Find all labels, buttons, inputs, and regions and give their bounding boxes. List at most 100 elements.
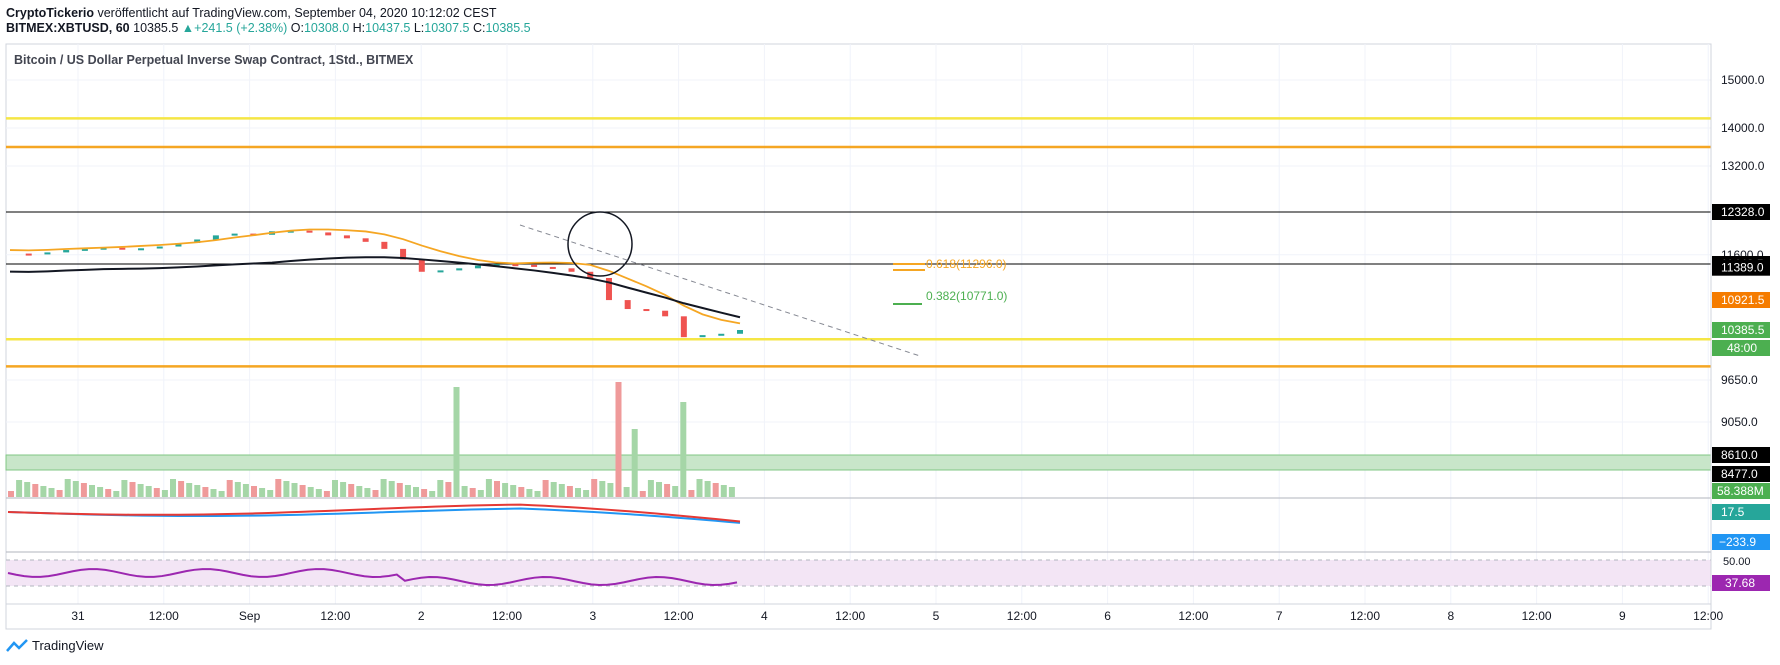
volume-bar: [672, 486, 679, 497]
volume-bar: [421, 489, 428, 497]
volume-bar: [429, 491, 436, 497]
time-axis[interactable]: 31 12:00 Sep 12:00 2 12:00 3 12:00 4 12:00 5 12:00 6…: [6, 603, 1724, 623]
high-label: H:: [352, 21, 366, 35]
countdown-label: 48:00: [1727, 341, 1757, 355]
volume-bar: [372, 490, 379, 497]
volume-bar: [534, 491, 541, 497]
time-tick-label: 12:00: [149, 609, 179, 623]
price-tick-label: 15000.0: [1721, 73, 1765, 87]
volume-bar: [591, 479, 598, 497]
volume-bar: [16, 480, 23, 497]
rsi-pane: 37.68 50.00: [6, 556, 1770, 591]
volume-bar: [40, 486, 47, 497]
macd-signal-badge: [1712, 534, 1770, 550]
volume-bar: [583, 490, 590, 497]
volume-bar: [696, 479, 703, 497]
volume-bar: [307, 487, 314, 497]
price-badge: [1712, 466, 1770, 482]
volume-bar: [202, 487, 209, 497]
time-tick-label: 12:00: [1178, 609, 1208, 623]
horizontal-levels[interactable]: [5, 117, 1712, 471]
candle: [63, 250, 70, 253]
last-price: 10385.5: [133, 21, 179, 35]
time-tick-label: 31: [71, 609, 85, 623]
volume-bar: [453, 387, 460, 497]
volume-bar: [275, 479, 282, 497]
time-tick-label: Sep: [239, 609, 261, 623]
price-tick-label: 9650.0: [1721, 373, 1758, 387]
high-value: 10437.5: [365, 21, 411, 35]
candle: [306, 230, 313, 233]
publish-info: veröffentlicht auf TradingView.com, Sept…: [97, 6, 497, 20]
time-tick-label: 2: [418, 609, 425, 623]
change-arrow-icon: ▲: [181, 21, 195, 35]
signal-line: [7, 503, 741, 523]
volume-bar: [502, 483, 509, 497]
price-badge: [1712, 322, 1770, 338]
volume-bar: [510, 485, 517, 497]
time-tick-label: 12:00: [1522, 609, 1552, 623]
volume-bar: [558, 484, 565, 497]
price-series: [9, 228, 743, 338]
candle: [718, 333, 725, 336]
macd-badge-label: 17.5: [1721, 505, 1745, 519]
open-value: 10308.0: [303, 21, 350, 35]
volume-bar: [396, 483, 403, 497]
volume-bar: [485, 479, 492, 497]
price-badge-label: 11389.0: [1721, 261, 1764, 275]
rsi-mid-label: 50.00: [1723, 556, 1751, 568]
candle: [437, 270, 444, 273]
volume-bar: [186, 483, 193, 497]
volume-bar: [299, 485, 306, 497]
volume-bar: [161, 490, 168, 497]
candle: [643, 309, 650, 312]
footer: TradingView: [6, 638, 104, 653]
candle: [44, 252, 51, 255]
volume-bar: [364, 488, 371, 497]
time-tick-label: 12:00: [1350, 609, 1380, 623]
volume-bar: [380, 479, 387, 497]
volume-bar: [356, 486, 363, 497]
candle: [512, 264, 519, 267]
candle: [549, 266, 556, 269]
volume-bar: [194, 485, 201, 497]
fib-label: 0.382(10771.0): [926, 289, 1007, 303]
volume-bar: [494, 481, 500, 497]
chart-frame: [5, 43, 1712, 630]
volume-bar: [56, 490, 63, 497]
annotations[interactable]: 0.618(11296.0) 0.382(10771.0): [519, 211, 1007, 357]
volume-badge: [1712, 483, 1770, 499]
low-label: L:: [413, 21, 425, 35]
candle: [194, 239, 201, 244]
price-axis[interactable]: 15000.014000.013200.012328.011600.011442…: [1710, 44, 1770, 604]
candle: [138, 248, 145, 251]
chart-title: Bitcoin / US Dollar Perpetual Inverse Sw…: [14, 53, 414, 67]
volume-bar: [242, 484, 249, 497]
candle: [531, 264, 538, 267]
volume-bar: [113, 491, 120, 497]
time-tick-label: 4: [761, 609, 768, 623]
volume-bar: [656, 482, 662, 497]
symbol-label: BITMEX:XBTUSD, 60: [6, 21, 130, 35]
volume-bar: [720, 485, 727, 497]
volume-bar: [80, 483, 87, 497]
tradingview-logo-icon: [6, 638, 28, 652]
volume-bar: [615, 382, 622, 497]
volume-bar: [388, 481, 395, 497]
candle: [456, 268, 463, 271]
candle: [25, 253, 32, 256]
volume-bar: [259, 488, 266, 497]
volume-bar: [64, 479, 71, 497]
volume-bar: [550, 482, 557, 497]
volume-bar: [89, 485, 95, 497]
time-tick-label: 12:00: [1007, 609, 1037, 623]
rsi-badge-label: 37.68: [1725, 576, 1755, 590]
volume-bar: [413, 487, 419, 497]
candle: [231, 233, 238, 236]
volume-bar: [704, 481, 711, 497]
volume-bar: [32, 484, 39, 497]
open-label: O:: [290, 21, 304, 35]
author-name[interactable]: CryptoTickerio: [6, 6, 94, 20]
volume-bar: [712, 483, 719, 497]
